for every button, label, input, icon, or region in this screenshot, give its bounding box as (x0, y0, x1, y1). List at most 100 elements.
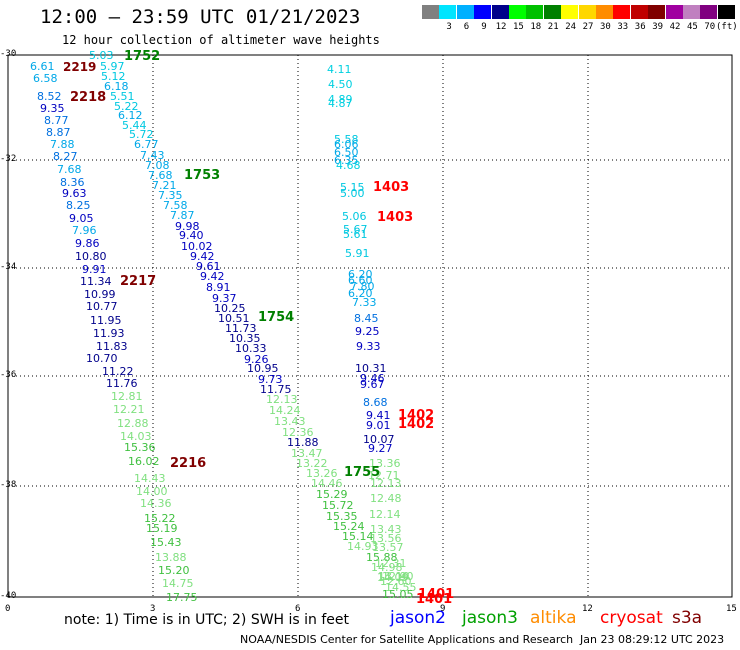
swh-value: 8.91 (206, 281, 231, 294)
swh-value: 7.35 (158, 189, 183, 202)
swh-value: 15.22 (144, 512, 176, 525)
swh-value: 12.31 (375, 557, 407, 570)
swh-value: 15.72 (322, 499, 354, 512)
swh-value: 15.20 (158, 564, 190, 577)
swh-value: 7.88 (50, 138, 75, 151)
footer-date: Jan 23 08:29:12 UTC 2023 (580, 633, 725, 646)
legend-swatch (665, 5, 683, 19)
page-title: 12:00 – 23:59 UTC 01/21/2023 (40, 6, 361, 28)
swh-value: 15.19 (146, 522, 178, 535)
swh-value: 9.35 (40, 102, 65, 115)
satellite-label-altika: altika (530, 608, 577, 628)
swh-value: 7.21 (152, 179, 177, 192)
swh-value: 9.40 (179, 229, 204, 242)
pass-id-label: 1403 (377, 210, 414, 225)
swh-value: 9.01 (366, 419, 391, 432)
legend-unit: (ft) (716, 22, 738, 32)
swh-value: 5.15 (340, 181, 365, 194)
pass-id-label: 2216 (170, 456, 207, 471)
swh-value: 14.09 (377, 571, 409, 584)
pass-id-label: 2218 (70, 90, 107, 105)
swh-value: 4.87 (328, 97, 353, 110)
swh-value: 15.88 (366, 551, 398, 564)
swh-value: 5.51 (110, 90, 135, 103)
swh-value: 9.91 (82, 263, 107, 276)
pass-id-label: 1402 (398, 417, 435, 432)
legend-swatch (700, 5, 718, 19)
swh-value: 13.26 (306, 467, 338, 480)
swh-value: 10.70 (86, 352, 118, 365)
swh-value: 8.87 (46, 126, 71, 139)
legend-label: 70 (704, 22, 716, 32)
legend-label: 18 (530, 22, 542, 32)
swh-value: 14.75 (162, 577, 194, 590)
swh-value: 5.03 (89, 49, 114, 62)
pass-id-label: 1402 (398, 408, 435, 423)
swh-value: 13.10 (378, 570, 410, 583)
legend-swatch (439, 5, 457, 19)
swh-value: 6.77 (134, 138, 159, 151)
legend-swatch (561, 5, 579, 19)
swh-value: 13.36 (369, 457, 401, 470)
swh-value: 11.95 (90, 314, 122, 327)
swh-value: 5.67 (343, 223, 368, 236)
swh-value: 12.88 (117, 417, 149, 430)
legend-label: 3 (446, 22, 452, 32)
swh-value: 6.12 (118, 109, 143, 122)
swh-value: 11.22 (102, 365, 134, 378)
swh-value: 13.47 (291, 447, 323, 460)
swh-value: 9.61 (196, 260, 221, 273)
swh-value: 6.50 (334, 146, 359, 159)
swh-value: 14.46 (311, 477, 343, 490)
legend-swatch (491, 5, 509, 19)
swh-value: 13.88 (155, 551, 187, 564)
legend-swatch (630, 5, 648, 19)
y-tick-label: -32 (0, 154, 17, 164)
swh-value: 9.27 (368, 442, 393, 455)
swh-value: 9.67 (360, 378, 385, 391)
swh-value: 11.88 (287, 436, 319, 449)
swh-value: 6.35 (334, 154, 359, 167)
pass-id-label: 1755 (344, 465, 381, 480)
legend-swatch (683, 5, 700, 19)
swh-value: 4.50 (328, 78, 353, 91)
swh-value: 7.33 (352, 296, 377, 309)
swh-value: 9.25 (355, 325, 380, 338)
swh-value: 10.33 (235, 342, 267, 355)
swh-value: 14.36 (140, 497, 172, 510)
swh-value: 11.93 (93, 327, 125, 340)
y-tick-label: -30 (0, 49, 17, 59)
y-tick-label: -38 (0, 480, 17, 490)
legend-label: 6 (463, 22, 470, 32)
legend-label: 33 (617, 22, 629, 32)
swh-value: 13.43 (370, 523, 402, 536)
pass-id-label: 2217 (120, 274, 157, 289)
swh-value: 13.57 (372, 541, 404, 554)
swh-value: 9.86 (75, 237, 100, 250)
swh-value: 10.80 (75, 250, 107, 263)
x-tick-label: 0 (5, 604, 11, 614)
swh-value: 4.89 (328, 93, 353, 106)
swh-value: 6.20 (348, 287, 373, 300)
swh-value: 9.46 (360, 372, 385, 385)
swh-value: 14.98 (371, 561, 403, 574)
pass-id-label: 1752 (124, 49, 161, 64)
swh-value: 14.03 (120, 430, 152, 443)
legend-swatch (422, 5, 439, 19)
swh-value: 6.06 (334, 138, 359, 151)
swh-value: 12.81 (111, 390, 143, 403)
swh-value: 15.14 (342, 530, 374, 543)
legend-swatch (613, 5, 631, 19)
swh-value: 15.36 (124, 441, 156, 454)
swh-value: 17.75 (166, 591, 198, 604)
swh-value: 8.45 (354, 312, 379, 325)
swh-value: 8.27 (53, 150, 78, 163)
swh-value: 9.42 (200, 270, 225, 283)
swh-value: 13.43 (274, 415, 306, 428)
swh-value: 14.43 (134, 472, 166, 485)
swh-value: 6.61 (30, 60, 55, 73)
plot-frame (7, 54, 733, 598)
swh-value: 10.99 (84, 288, 116, 301)
swh-value: 8.68 (363, 396, 388, 409)
